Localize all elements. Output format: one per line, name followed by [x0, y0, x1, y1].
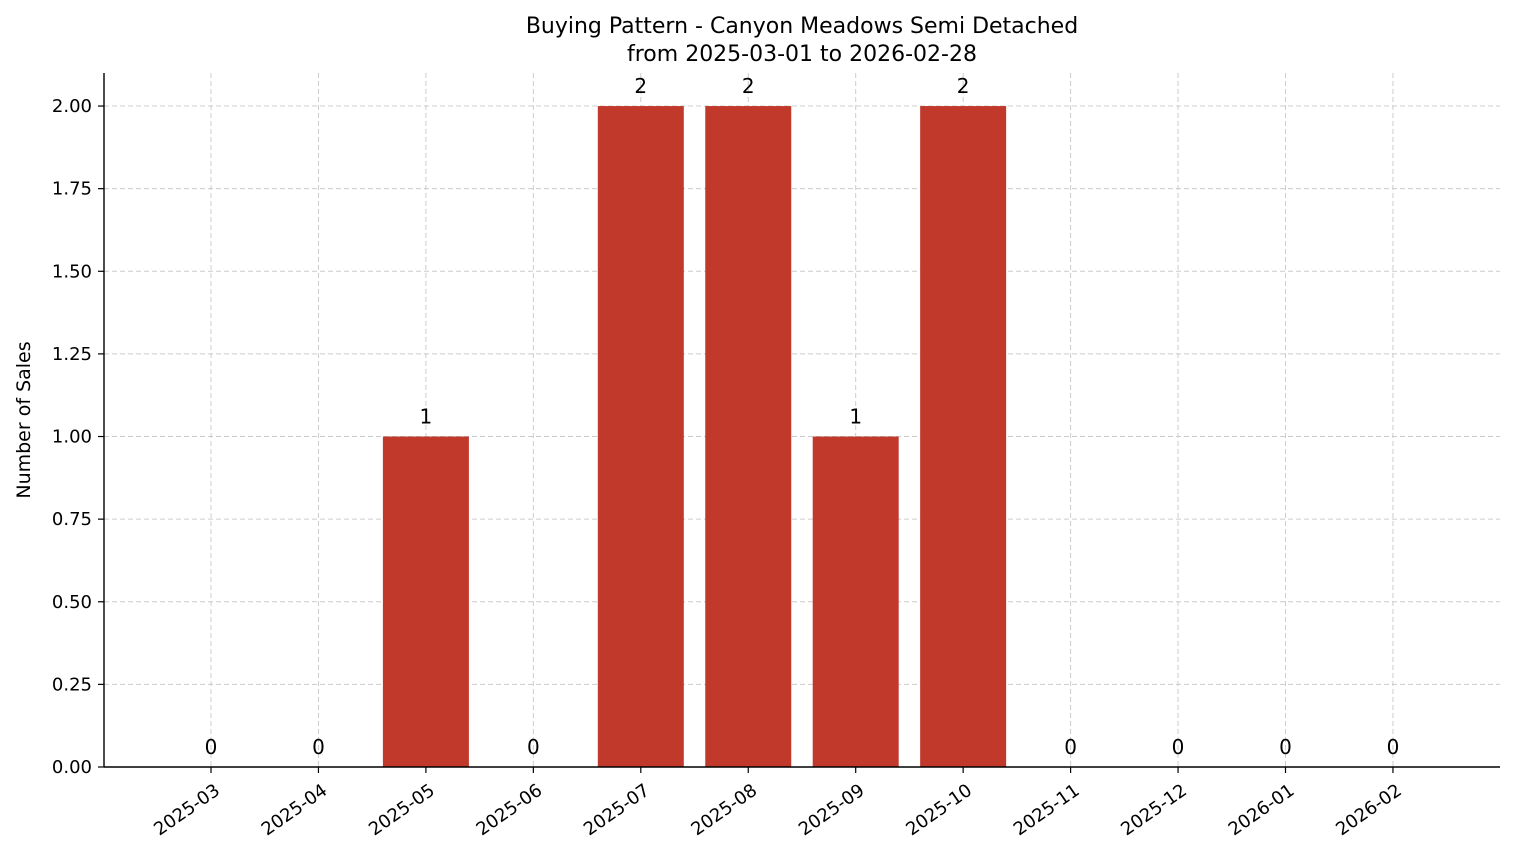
y-axis-ticks: 0.00 0.25 0.50 0.75 1.00 1.25 1.50 1.75 2.00: [52, 96, 104, 778]
bars: [382, 106, 1007, 768]
y-tick-label: 1.75: [52, 179, 92, 200]
x-tick-label: 2025-10: [902, 780, 976, 840]
x-tick-label: 2025-05: [365, 780, 439, 840]
bar-value-label: 0: [1387, 735, 1400, 759]
bar-value-label: 0: [1172, 735, 1185, 759]
x-tick-label: 2025-09: [795, 780, 869, 840]
chart-subtitle: from 2025-03-01 to 2026-02-28: [627, 42, 977, 67]
bar-value-label: 2: [957, 74, 970, 98]
x-tick-label: 2025-03: [150, 780, 224, 840]
x-tick-label: 2026-02: [1332, 780, 1406, 840]
bar-value-label: 0: [1064, 735, 1077, 759]
y-tick-label: 0.25: [52, 674, 92, 695]
bar-value-label: 0: [312, 735, 325, 759]
bar-value-label: 1: [849, 405, 862, 429]
x-tick-label: 2025-08: [687, 780, 761, 840]
y-tick-label: 2.00: [52, 96, 92, 117]
bar: [812, 436, 899, 767]
x-tick-label: 2025-11: [1010, 780, 1084, 840]
x-tick-label: 2025-12: [1117, 780, 1191, 840]
bar-value-label: 2: [742, 74, 755, 98]
bar-value-label: 0: [527, 735, 540, 759]
bar: [597, 106, 684, 768]
bar: [705, 106, 792, 768]
y-tick-label: 0.75: [52, 509, 92, 530]
y-tick-label: 0.50: [52, 592, 92, 613]
x-tick-label: 2025-04: [258, 780, 332, 840]
x-tick-label: 2025-06: [473, 780, 547, 840]
bar: [920, 106, 1007, 768]
chart-title: Buying Pattern - Canyon Meadows Semi Det…: [526, 14, 1078, 39]
grid: [104, 73, 1500, 768]
bar-value-label: 0: [205, 735, 218, 759]
bar: [382, 436, 469, 767]
x-tick-label: 2026-01: [1225, 780, 1299, 840]
x-tick-label: 2025-07: [580, 780, 654, 840]
bar-value-label: 0: [1279, 735, 1292, 759]
x-axis-ticks: 2025-03 2025-04 2025-05 2025-06 2025-07 2025-…: [150, 767, 1406, 840]
data-labels: 0 0 1 0 2 2 1 2 0 0 0 0: [205, 74, 1400, 759]
bar-value-label: 2: [634, 74, 647, 98]
y-axis-label: Number of Sales: [13, 341, 35, 498]
y-tick-label: 1.50: [52, 261, 92, 282]
bar-value-label: 1: [420, 405, 433, 429]
y-tick-label: 1.00: [52, 427, 92, 448]
y-tick-label: 1.25: [52, 344, 92, 365]
y-tick-label: 0.00: [52, 757, 92, 778]
